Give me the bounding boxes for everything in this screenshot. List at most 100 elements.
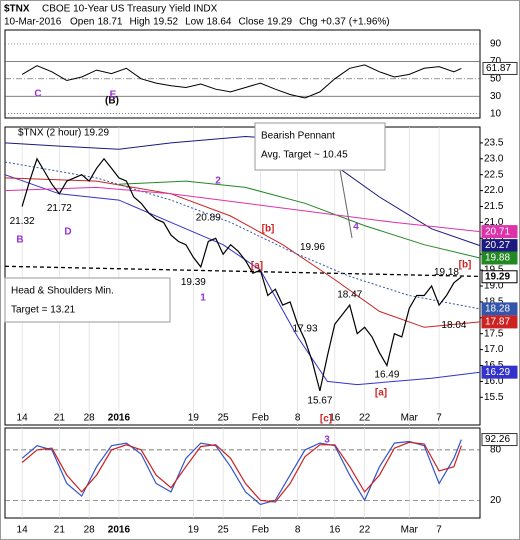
note-box (4, 277, 171, 323)
legend-last: 19.29 (84, 128, 109, 139)
note-box (254, 122, 386, 171)
quote-change-pct: (+1.96%) (349, 17, 390, 28)
quote-value: 19.52 (153, 17, 178, 28)
stoch-x-tick-label: 22 (359, 525, 371, 536)
y-tick-label: 22.0 (484, 185, 504, 196)
note-text: Target = 13.21 (11, 305, 76, 316)
x-tick-label: 14 (17, 413, 29, 424)
price-line (21, 157, 462, 392)
stoch-last-label: 92.26 (485, 434, 510, 445)
stoch-x-tick-label: 16 (329, 525, 341, 536)
quote-name: Chg (299, 17, 317, 28)
y-tick-label: 18.5 (484, 297, 504, 308)
stoch-x-tick-label: 21 (54, 525, 66, 536)
stoch-x-tick-label: 8 (295, 525, 301, 536)
wave-label: (B) (105, 96, 119, 107)
rsi-frame (4, 29, 481, 119)
y-tick-label: 19.5 (484, 265, 504, 276)
y-tick-label: 23.0 (484, 153, 504, 164)
stoch-tick-label: 20 (490, 495, 502, 506)
legend-label: $TNX (2 hour) (18, 128, 81, 139)
y-tick-label: 21.5 (484, 201, 504, 212)
x-tick-label: 7 (436, 413, 442, 424)
rsi-last-label: 61.87 (486, 63, 511, 74)
last-value-box (481, 302, 518, 316)
last-value-label: 20.71 (485, 226, 510, 237)
rsi-tick-label: 70 (490, 56, 502, 67)
indicator-line (4, 174, 481, 386)
quote-name: Open (70, 17, 94, 28)
x-tick-label: 16 (329, 413, 341, 424)
x-tick-label: Feb (252, 413, 270, 424)
y-tick-label: 16.0 (484, 376, 504, 387)
point-label: 18.04 (441, 320, 466, 331)
x-tick-label: 2016 (108, 413, 131, 424)
wave-label: 2 (215, 176, 221, 187)
stoch-x-tick-label: Feb (252, 525, 270, 536)
stoch-line (21, 439, 462, 506)
x-tick-label: 22 (359, 413, 371, 424)
x-tick-label: Mar (401, 413, 419, 424)
stoch-x-tick-label: 25 (218, 525, 230, 536)
wave-label: [a] (251, 261, 263, 272)
quote-value: 19.29 (267, 17, 292, 28)
last-value-label: 18.28 (485, 304, 510, 315)
point-label: 18.47 (337, 289, 362, 300)
quote-name: Close (239, 17, 265, 28)
chart-title: $TNX (4, 4, 30, 15)
rsi-line (21, 64, 462, 99)
point-label: 19.39 (181, 277, 206, 288)
date: 10-Mar-2016 (4, 17, 62, 28)
note-arrow (339, 169, 353, 239)
point-label: 19.18 (434, 267, 459, 278)
wave-label: 1 (200, 293, 206, 304)
y-tick-label: 21.0 (484, 217, 504, 228)
rsi-tick-label: 10 (490, 108, 502, 119)
stoch-last-box (481, 433, 518, 447)
rsi-last-box (482, 61, 518, 75)
point-label: 21.72 (47, 203, 72, 214)
y-tick-label: 20.5 (484, 233, 504, 244)
y-tick-label: 15.5 (484, 392, 504, 403)
x-tick-label: 19 (188, 413, 200, 424)
stoch-x-tick-label: Mar (401, 525, 419, 536)
wave-label: E (110, 90, 117, 101)
point-label: 21.32 (10, 216, 35, 227)
wave-label: [c] (320, 414, 332, 425)
note-text: Bearish Pennant (261, 131, 335, 142)
quote-value: 18.71 (97, 17, 122, 28)
last-value-label: 17.87 (485, 317, 510, 328)
last-value-box (481, 225, 518, 239)
x-tick-label: 8 (295, 413, 301, 424)
y-tick-label: 16.5 (484, 360, 504, 371)
y-tick-label: 22.5 (484, 169, 504, 180)
neckline (4, 265, 481, 278)
point-label: 19.96 (300, 242, 325, 253)
point-label: 20.89 (196, 213, 221, 224)
indicator-line (4, 177, 481, 328)
y-tick-label: 17.0 (484, 344, 504, 355)
y-tick-label: 23.5 (484, 138, 504, 149)
wave-label: 4 (353, 222, 359, 233)
wave-label: 3 (324, 435, 330, 446)
stoch-tick-label: 80 (490, 445, 502, 456)
wave-label: D (64, 227, 71, 238)
wave-label: [b] (262, 224, 275, 235)
indicator-line (118, 180, 481, 259)
indicator-line (4, 186, 481, 233)
y-tick-label: 19.0 (484, 281, 504, 292)
quote-value: 18.64 (206, 17, 231, 28)
last-value-box (481, 251, 518, 265)
wave-label: C (34, 89, 41, 100)
point-label: 17.93 (293, 324, 318, 335)
last-value-label: 20.27 (485, 240, 510, 251)
point-label: 16.49 (374, 369, 399, 380)
wave-label: [a] (375, 388, 387, 399)
x-tick-label: 28 (84, 413, 96, 424)
stoch-x-tick-label: 7 (436, 525, 442, 536)
quote-name: High (130, 17, 151, 28)
wave-label: [b] (459, 260, 472, 271)
stoch-x-tick-label: 2016 (108, 525, 131, 536)
x-tick-label: 25 (218, 413, 230, 424)
